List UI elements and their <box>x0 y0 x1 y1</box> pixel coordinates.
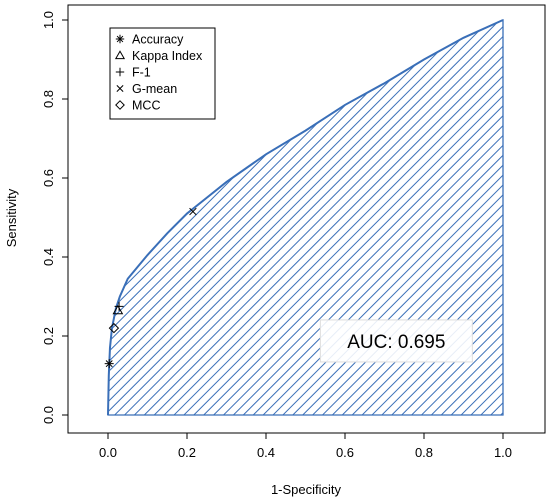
y-axis-label: Sensitivity <box>4 188 19 247</box>
marker-accuracy <box>104 359 114 369</box>
legend-label: Accuracy <box>132 33 184 47</box>
marker-kappa-index <box>112 304 124 315</box>
x-axis-label: 1-Specificity <box>271 482 342 497</box>
legend-label: F-1 <box>132 66 151 80</box>
marker-g-mean <box>189 207 197 216</box>
marker-mcc <box>108 322 120 334</box>
legend-symbol-cross <box>116 84 124 93</box>
x-tick-label: 0.8 <box>415 445 433 460</box>
legend-box <box>109 27 216 120</box>
x-tick-label: 1.0 <box>494 445 512 460</box>
auc-label-box <box>319 319 473 363</box>
auc-label: AUC: 0.695 <box>347 332 445 353</box>
y-tick-label: 0.8 <box>41 90 56 108</box>
legend-symbol-plus <box>115 67 125 77</box>
legend-symbol-asterisk <box>115 34 125 44</box>
marker-f-1 <box>114 301 124 311</box>
axes: 0.0 0.2 0.4 0.6 0.8 1.0 0.0 0.2 0.4 0.6 0.8 1.0 <box>41 4 546 460</box>
y-tick-label: 0.0 <box>41 406 56 424</box>
x-tick-label: 0.2 <box>178 445 196 460</box>
y-tick-label: 0.6 <box>41 169 56 187</box>
legend-label: Kappa Index <box>132 49 203 63</box>
x-tick-label: 0.6 <box>336 445 354 460</box>
y-tick-label: 0.2 <box>41 327 56 345</box>
legend-label: MCC <box>132 99 160 113</box>
legend-symbol-diamond <box>115 100 125 110</box>
y-tick-label: 0.4 <box>41 248 56 266</box>
plot-area: AUC: 0.695 <box>104 18 504 416</box>
legend-symbol-triangle <box>114 50 126 60</box>
x-tick-label: 0.4 <box>257 445 275 460</box>
legend-label: G-mean <box>132 82 177 96</box>
x-tick-label: 0.0 <box>99 445 117 460</box>
legend: Accuracy Kappa Index F-1 G-mean MCC <box>109 27 216 120</box>
roc-curve-line <box>107 19 504 416</box>
y-tick-label: 1.0 <box>41 11 56 29</box>
